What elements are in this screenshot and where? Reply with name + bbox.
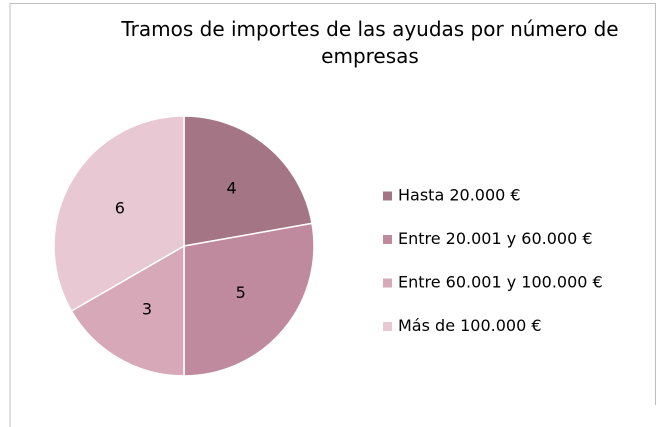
- pie-slice: [70, 244, 185, 377]
- data-label: 3: [142, 300, 152, 319]
- legend-label: Entre 20.001 y 60.000 €: [398, 229, 593, 248]
- legend-swatch: [383, 235, 392, 244]
- legend-label: Entre 60.001 y 100.000 €: [398, 273, 603, 292]
- legend-label: Hasta 20.000 €: [398, 186, 521, 205]
- data-label: 6: [115, 198, 125, 217]
- legend-swatch: [383, 191, 392, 201]
- data-label: 5: [236, 283, 246, 302]
- chart-border: [9, 3, 656, 427]
- legend-swatch: [383, 278, 392, 288]
- pie-slice: [53, 115, 185, 313]
- chart-title: Tramos de importes de las ayudas por núm…: [121, 17, 619, 68]
- data-label: 4: [227, 179, 237, 198]
- pie-slice: [183, 115, 313, 247]
- legend-swatch: [383, 322, 392, 331]
- pie-slice: [183, 222, 315, 377]
- legend-label: Más de 100.000 €: [398, 316, 542, 335]
